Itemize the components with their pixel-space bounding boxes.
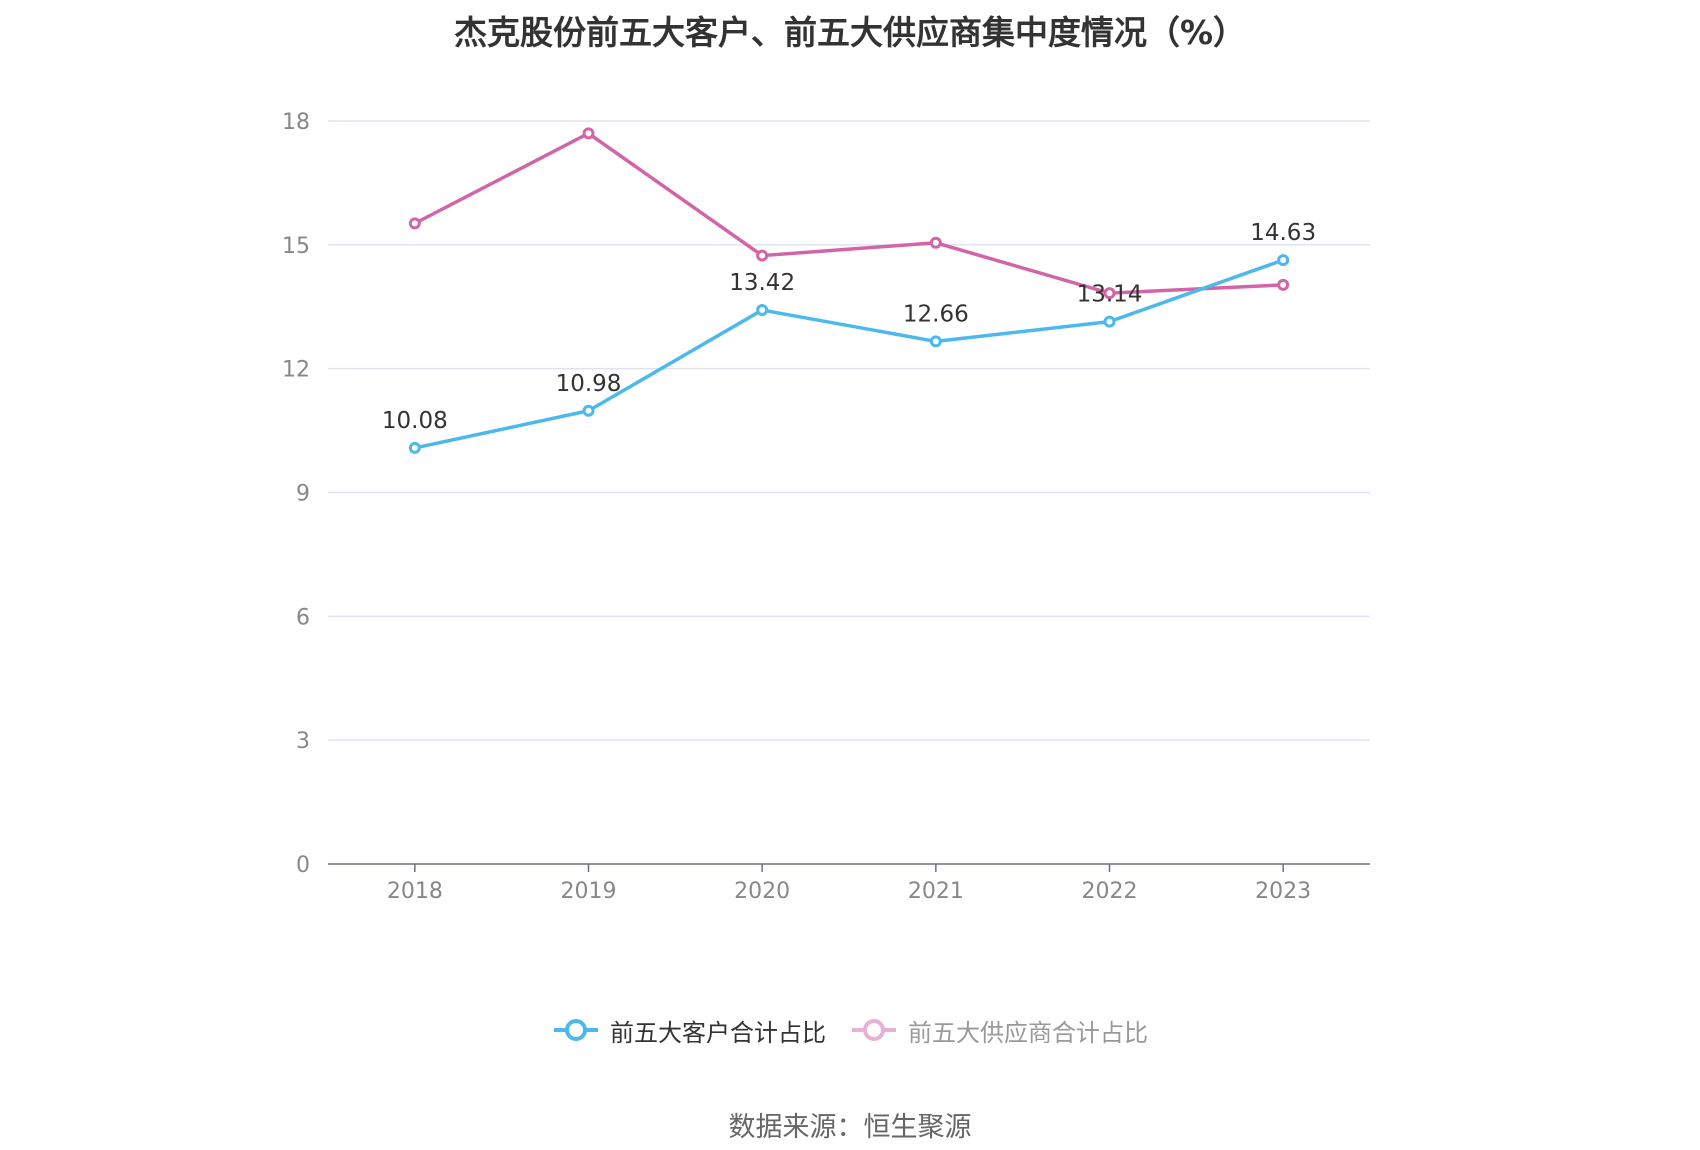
y-tick-label: 12 xyxy=(282,358,310,383)
data-point-customers xyxy=(582,404,595,417)
legend-marker-customers-icon xyxy=(554,1019,598,1041)
legend-label-customers: 前五大客户合计占比 xyxy=(610,1018,826,1047)
data-label: 13.14 xyxy=(1077,282,1143,308)
data-label: 10.98 xyxy=(556,371,622,397)
data-point-suppliers xyxy=(1103,287,1116,300)
legend: 前五大客户合计占比 前五大供应商合计占比 xyxy=(0,1010,1700,1050)
x-tick-label: 2022 xyxy=(1082,879,1138,904)
y-tick-label: 3 xyxy=(296,729,310,754)
chart-title: 杰克股份前五大客户、前五大供应商集中度情况（%） xyxy=(453,13,1247,52)
y-tick-label: 18 xyxy=(282,110,310,135)
legend-marker-suppliers-icon xyxy=(852,1019,896,1041)
data-label: 10.08 xyxy=(382,408,448,434)
x-tick-label: 2019 xyxy=(561,879,617,904)
data-label: 14.63 xyxy=(1250,220,1316,246)
series-line-suppliers xyxy=(414,131,1284,295)
data-point-customers xyxy=(756,304,769,317)
y-tick-label: 15 xyxy=(282,234,310,259)
data-label: 13.42 xyxy=(729,270,795,296)
data-point-customers xyxy=(408,441,421,454)
x-tick-label: 2023 xyxy=(1255,879,1311,904)
data-point-suppliers xyxy=(408,217,421,230)
data-point-suppliers xyxy=(756,249,769,262)
y-tick-label: 6 xyxy=(296,605,310,630)
series-line-customers xyxy=(414,258,1284,450)
legend-label-suppliers: 前五大供应商合计占比 xyxy=(908,1018,1148,1047)
x-tick-label: 2021 xyxy=(908,879,964,904)
y-tick-label: 9 xyxy=(296,482,310,507)
source-note: 数据来源：恒生聚源 xyxy=(728,1112,972,1143)
legend-item-customers[interactable]: 前五大客户合计占比 xyxy=(552,1013,826,1048)
data-point-customers xyxy=(1277,254,1290,267)
data-label: 12.66 xyxy=(903,301,969,327)
data-point-suppliers xyxy=(582,127,595,140)
data-point-suppliers xyxy=(929,236,942,249)
line-chart: 0 3 6 9 12 15 18 2018 2019 2020 2021 2022 2023 10.08 1… xyxy=(282,110,1370,904)
data-point-customers xyxy=(1103,315,1116,328)
data-point-customers xyxy=(929,335,942,348)
x-tick-label: 2018 xyxy=(387,879,443,904)
x-tick-label: 2020 xyxy=(734,879,790,904)
y-tick-label: 0 xyxy=(296,853,310,878)
legend-item-suppliers[interactable]: 前五大供应商合计占比 xyxy=(850,1013,1148,1048)
data-point-suppliers xyxy=(1277,278,1290,291)
